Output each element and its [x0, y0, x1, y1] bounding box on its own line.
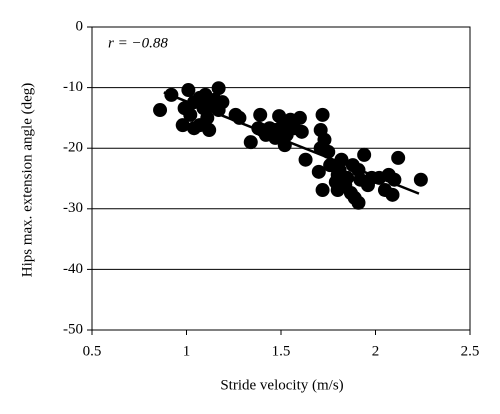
- x-tick-label: 2: [372, 343, 380, 359]
- point: [243, 135, 258, 150]
- annotation: r = −0.88: [108, 35, 168, 51]
- point: [211, 81, 226, 96]
- point: [315, 183, 330, 198]
- point: [192, 118, 207, 133]
- plot-frame: [91, 26, 471, 331]
- point: [175, 118, 190, 133]
- point: [351, 195, 366, 210]
- x-tick-label: 0.5: [83, 343, 102, 359]
- trend-line: [163, 91, 420, 195]
- point: [311, 164, 326, 179]
- y-tick-label: -40: [63, 261, 83, 277]
- point: [253, 107, 268, 122]
- y-tick-label: -50: [63, 321, 83, 337]
- point: [357, 147, 372, 162]
- y-axis-label: Hips max. extension angle (deg): [19, 83, 35, 278]
- point: [215, 95, 230, 110]
- point: [294, 124, 309, 139]
- point: [413, 172, 428, 187]
- point: [317, 132, 332, 147]
- x-tick-label: 1.5: [272, 343, 291, 359]
- x-tick-label: 1: [183, 343, 191, 359]
- point: [330, 183, 345, 198]
- point: [340, 170, 355, 185]
- point: [183, 107, 198, 122]
- x-tick-label: 2.5: [461, 343, 480, 359]
- point: [181, 83, 196, 98]
- point: [391, 150, 406, 165]
- x-axis-label: Stride velocity (m/s): [220, 377, 343, 393]
- point: [385, 187, 400, 202]
- point: [292, 110, 307, 125]
- y-tick-label: -20: [63, 140, 83, 156]
- point: [298, 152, 313, 167]
- y-tick-label: -10: [63, 79, 83, 95]
- point: [153, 103, 168, 118]
- point: [315, 107, 330, 122]
- y-tick-label: -30: [63, 200, 83, 216]
- y-tick-label: 0: [76, 18, 84, 34]
